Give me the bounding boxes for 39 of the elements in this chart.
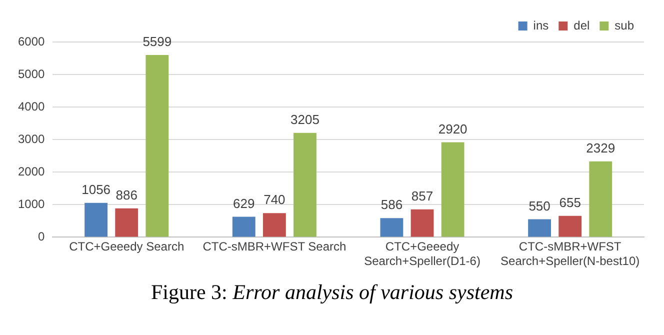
legend-label: ins: [533, 18, 549, 32]
x-tick-label: CTC-sMBR+WFST Search+Speller(N-best10): [500, 240, 640, 268]
y-tick-label: 5000: [18, 66, 46, 81]
data-label: 886: [116, 187, 138, 202]
bar: [380, 218, 404, 237]
y-tick-label: 6000: [18, 34, 46, 48]
data-label: 550: [528, 198, 550, 214]
bar: [84, 202, 108, 237]
y-tick-label: 0: [38, 230, 46, 244]
y-tick-label: 3000: [18, 132, 46, 146]
bar: [528, 219, 551, 237]
y-tick-label: 1000: [18, 196, 46, 211]
bar: [410, 209, 434, 237]
x-tick-label: CTC+Geeedy Search+Speller(D1-6): [364, 240, 480, 268]
bar: [232, 216, 256, 237]
bar: [558, 216, 582, 237]
data-label: 5599: [142, 34, 172, 50]
bar: [146, 55, 169, 237]
x-tick-label: CTC-sMBR+WFST Search: [202, 240, 346, 254]
bar: [441, 142, 464, 237]
y-tick-label: 2000: [18, 164, 46, 178]
data-label: 857: [411, 188, 434, 204]
data-label: 2920: [438, 121, 468, 136]
data-label: 1056: [82, 182, 111, 197]
bar: [115, 208, 138, 237]
bar: [294, 132, 316, 237]
data-label: 2329: [586, 140, 616, 156]
data-label: 586: [380, 197, 403, 212]
y-tick-label: 4000: [18, 99, 46, 114]
data-label: 3205: [290, 112, 320, 128]
legend-label: del: [574, 18, 590, 32]
x-tick-label: CTC+Geeedy Search: [69, 240, 184, 254]
data-label: 655: [559, 194, 581, 210]
bar: [589, 161, 612, 237]
data-label: 740: [264, 192, 286, 208]
data-label: 629: [233, 196, 255, 211]
caption: Figure 3: Error analysis of various systems: [150, 280, 514, 305]
legend-label: sub: [614, 18, 634, 32]
bar: [262, 213, 286, 237]
